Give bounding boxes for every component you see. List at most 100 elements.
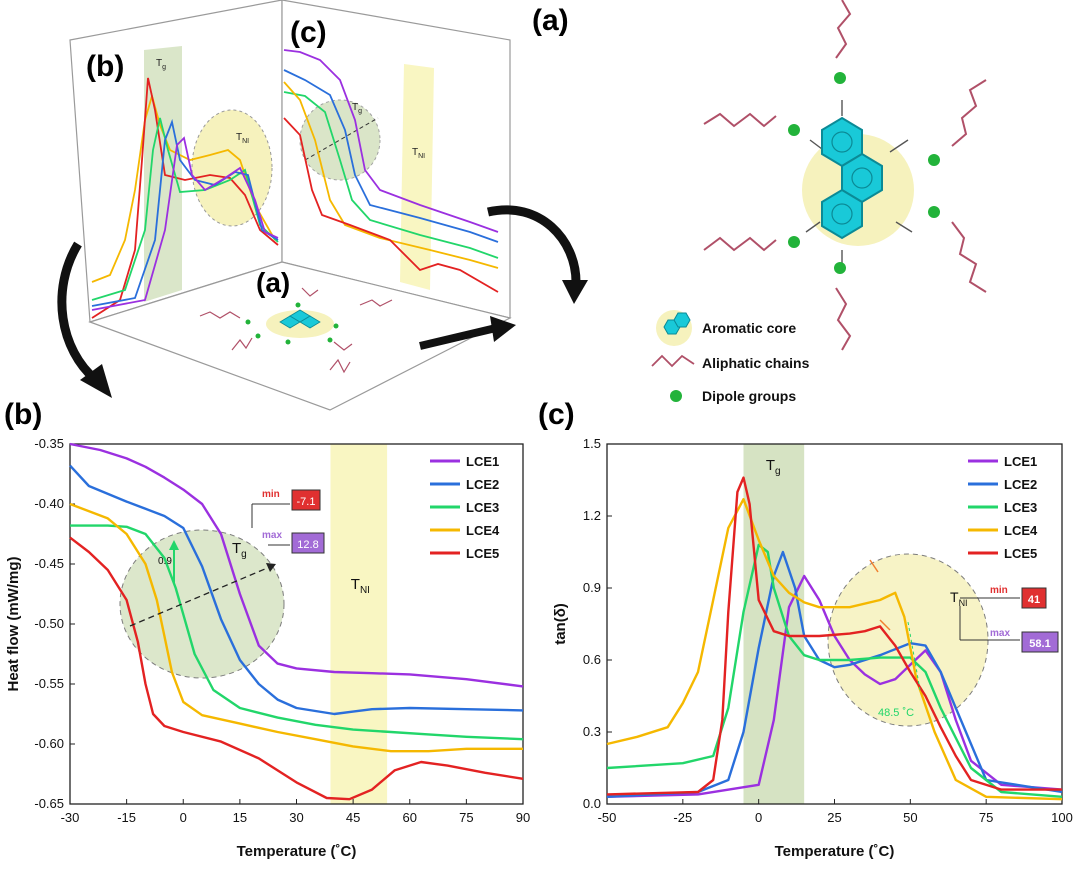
- x-tick-label: -15: [117, 810, 136, 825]
- series-line-lce3: [606, 543, 1063, 798]
- y-tick-label: 0.3: [583, 724, 601, 739]
- x-tick-label: -50: [598, 810, 617, 825]
- y-tick-label: 0.6: [583, 652, 601, 667]
- y-tick-label: 1.2: [583, 508, 601, 523]
- overview-tg-text: Tg: [156, 58, 166, 71]
- arrow-to-b-head: [80, 364, 112, 398]
- series-line-lce1: [606, 574, 1063, 798]
- legend-dipole-text: Dipole groups: [702, 388, 796, 404]
- max-label: max: [990, 628, 1010, 639]
- min-box: [1021, 587, 1047, 609]
- tg-arrow-head: [266, 563, 276, 572]
- overview-core-icon: [279, 309, 321, 329]
- chart-b-label: (b): [4, 398, 42, 431]
- series-line-lce2: [69, 464, 524, 716]
- y-tick-label: -0.55: [34, 676, 64, 691]
- dipole-dots: [788, 72, 940, 274]
- series-line-lce1: [69, 442, 524, 688]
- series-line-lce4: [69, 502, 523, 753]
- molecule-schematic: (a): [532, 0, 987, 404]
- x-tick-label: 75: [979, 810, 993, 825]
- x-tick-label: -30: [61, 810, 80, 825]
- legend-label-lce5: LCE5: [1004, 546, 1037, 561]
- y-tick-label: -0.45: [34, 556, 64, 571]
- overview-b-lce1: [91, 136, 279, 311]
- max-value: 12.8: [297, 539, 318, 551]
- legend-label-lce3: LCE3: [466, 500, 499, 515]
- overview-tg-band: [144, 46, 182, 302]
- overview-dashed-arrow: [304, 117, 379, 161]
- overview-3d-box: Tg TNI (b) Tg TNI (c) (a): [69, 0, 512, 411]
- marker-arrow-2: [879, 619, 891, 631]
- series-line-lce3: [70, 524, 524, 741]
- y-tick-label: 0.0: [583, 796, 601, 811]
- overview-core-glow: [266, 310, 334, 338]
- legend-label-lce1: LCE1: [1004, 454, 1037, 469]
- arrow-to-a-head: [490, 316, 516, 342]
- legend-label-lce2: LCE2: [466, 477, 499, 492]
- marker-arrow-1: [869, 559, 879, 573]
- y-axis-label: Heat flow (mW/mg): [5, 557, 22, 692]
- y-tick-label: 0.9: [583, 580, 601, 595]
- legend-label-lce3: LCE3: [1004, 500, 1037, 515]
- overview-chains: [199, 287, 393, 374]
- legend-label-lce1: LCE1: [466, 454, 499, 469]
- series-line-lce5: [606, 476, 1062, 796]
- x-tick-label: 60: [403, 810, 417, 825]
- overview-tni-band: [400, 64, 434, 290]
- x-tick-label: -25: [673, 810, 692, 825]
- y-tick-label: -0.35: [34, 436, 64, 451]
- slope-value: 0.9: [158, 556, 172, 567]
- x-tick-label: 25: [827, 810, 841, 825]
- legend-dipole-icon: [670, 390, 682, 402]
- x-tick-label: 15: [233, 810, 247, 825]
- legend-chain-text: Aliphatic chains: [702, 355, 810, 371]
- legend-core-icon: [663, 312, 691, 335]
- overview-label-a: (a): [256, 267, 290, 298]
- band-c-0: [743, 444, 805, 804]
- x-tick-label: 50: [903, 810, 917, 825]
- min-box: [291, 489, 321, 511]
- chart-b: TNI-30 -15 0 15 30 45 60 75 90-0.35-0.40-0.45-0.…: [5, 436, 530, 860]
- min-value: -7.1: [297, 496, 316, 508]
- aromatic-core-icon: [821, 116, 883, 240]
- x-tick-label: 90: [516, 810, 530, 825]
- x-tick-label: 100: [1051, 810, 1073, 825]
- series-line-lce5: [69, 536, 524, 801]
- tg-dashed-arrow: [129, 565, 273, 627]
- legend-core-text: Aromatic core: [702, 320, 796, 336]
- x-tick-label: 45: [346, 810, 360, 825]
- x-axis-label: Temperature (˚C): [775, 843, 895, 860]
- chart-c-label: (c): [538, 398, 575, 431]
- y-tick-label: -0.50: [34, 616, 64, 631]
- y-tick-label: -0.65: [34, 796, 64, 811]
- y-axis-label: tan(δ): [552, 603, 569, 645]
- y-tick-label: -0.40: [34, 496, 64, 511]
- schematic-legend: Aromatic core Aliphatic chains Dipole gr…: [651, 310, 810, 404]
- chart-c: Tg-50 -25 0 25 50 75 1000.00.30.60.91.21.5Temp…: [552, 436, 1073, 860]
- overview-b-lce2: [91, 118, 279, 307]
- legend-chain-icon: [651, 354, 695, 368]
- legend-label-lce4: LCE4: [1004, 523, 1038, 538]
- slope-arrow-head: [169, 540, 179, 550]
- x-tick-label: 30: [289, 810, 303, 825]
- temp-note: 48.5 ˚C: [878, 707, 914, 719]
- min-label: min: [262, 489, 280, 500]
- overview-label-b: (b): [86, 50, 124, 83]
- overview-b-lce5: [91, 77, 279, 319]
- arrow-to-a: [419, 324, 497, 350]
- overview-c-lce2: [283, 69, 499, 243]
- overview-tg-text-c: Tg: [352, 102, 362, 115]
- x-axis-label: Temperature (˚C): [237, 843, 357, 860]
- legend-label-lce2: LCE2: [1004, 477, 1037, 492]
- x-tick-label: 75: [459, 810, 473, 825]
- arrow-to-c: [486, 205, 581, 283]
- aliphatic-chains: [703, 0, 987, 351]
- min-label: min: [990, 585, 1008, 596]
- series-line-lce4: [606, 498, 1063, 801]
- legend-label-lce4: LCE4: [466, 523, 500, 538]
- arrow-to-b: [57, 241, 99, 384]
- overview-c-lce3: [283, 91, 499, 259]
- overview-label-c: (c): [290, 16, 327, 49]
